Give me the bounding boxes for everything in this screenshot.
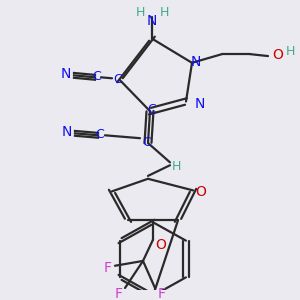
Text: F: F [115,287,123,300]
Text: N: N [147,14,157,28]
Text: C: C [142,136,152,148]
Text: N: N [62,125,72,140]
Text: H: H [135,6,145,19]
Text: C: C [114,73,122,86]
Text: C: C [93,70,101,83]
Text: H: H [159,6,169,19]
Text: O: O [196,185,206,199]
Text: H: H [285,45,295,58]
Text: O: O [273,48,283,62]
Text: F: F [104,261,112,275]
Text: O: O [156,238,167,253]
Text: N: N [61,68,71,81]
Text: F: F [158,287,166,300]
Text: H: H [171,160,181,173]
Text: C: C [148,103,156,116]
Text: N: N [195,98,205,111]
Text: N: N [191,55,201,69]
Text: C: C [96,128,104,141]
